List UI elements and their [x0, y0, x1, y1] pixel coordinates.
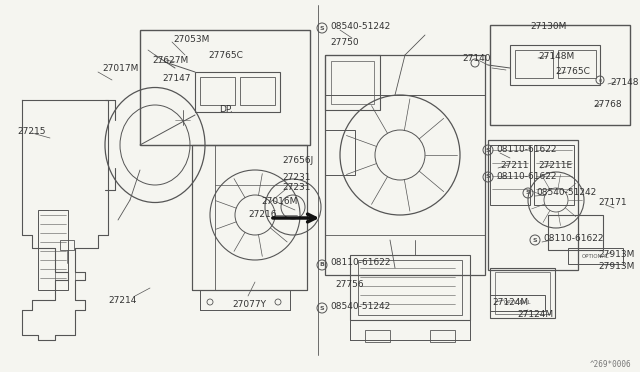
Text: 27913M: 27913M: [598, 262, 634, 271]
Bar: [60, 240, 74, 250]
Text: 27077Y: 27077Y: [232, 300, 266, 309]
Bar: [140, 30, 310, 145]
Text: 08110-61622: 08110-61622: [330, 258, 390, 267]
Text: 27231: 27231: [282, 173, 310, 182]
Text: 27140: 27140: [462, 54, 490, 63]
Text: S: S: [320, 26, 324, 31]
Text: 27053M: 27053M: [173, 35, 209, 44]
Text: 27148: 27148: [610, 78, 639, 87]
Text: 27017M: 27017M: [102, 64, 138, 73]
Text: S: S: [486, 174, 490, 180]
Bar: [240, 77, 275, 105]
Text: B: B: [319, 263, 324, 267]
Text: 08540-51242: 08540-51242: [330, 302, 390, 311]
Text: S: S: [320, 305, 324, 311]
Bar: [192, 145, 307, 290]
Bar: [558, 50, 596, 78]
Text: 27768: 27768: [593, 100, 621, 109]
Text: 27756: 27756: [335, 280, 364, 289]
Text: 27765C: 27765C: [208, 51, 243, 60]
Text: S: S: [486, 148, 490, 153]
Text: 27016M: 27016M: [261, 197, 298, 206]
Bar: [490, 25, 630, 125]
Bar: [325, 55, 380, 110]
Text: 27913M: 27913M: [598, 250, 634, 259]
Text: ^269*0006: ^269*0006: [590, 360, 632, 369]
Text: 08110-61622: 08110-61622: [496, 145, 557, 154]
Text: 08540-51242: 08540-51242: [330, 22, 390, 31]
Text: 27130M: 27130M: [530, 22, 566, 31]
Text: 27231: 27231: [282, 183, 310, 192]
Text: 27627M: 27627M: [152, 56, 188, 65]
Bar: [495, 272, 550, 314]
Bar: [200, 77, 235, 105]
Text: 08110-61622: 08110-61622: [496, 172, 557, 181]
Text: OPTIONAL: OPTIONAL: [581, 253, 609, 259]
Text: 27171: 27171: [598, 198, 627, 207]
Text: 27765C: 27765C: [555, 67, 590, 76]
Text: 27750: 27750: [330, 38, 358, 47]
Bar: [515, 50, 553, 78]
Text: 27211: 27211: [500, 161, 529, 170]
Text: 27124M: 27124M: [517, 310, 553, 319]
Bar: [350, 255, 470, 320]
Bar: [195, 72, 280, 112]
Bar: [325, 55, 485, 275]
Bar: [534, 145, 574, 205]
Text: 08540-51242: 08540-51242: [536, 188, 596, 197]
Text: 27147: 27147: [162, 74, 191, 83]
Bar: [568, 248, 623, 264]
Text: 27148M: 27148M: [538, 52, 574, 61]
Text: S: S: [532, 237, 538, 243]
Text: DP.: DP.: [219, 105, 233, 114]
Bar: [490, 295, 545, 311]
Text: 27124M: 27124M: [492, 298, 528, 307]
Text: o: o: [598, 77, 602, 83]
Text: S: S: [525, 190, 531, 196]
Bar: [365, 330, 390, 342]
Text: 27656J: 27656J: [282, 156, 313, 165]
Bar: [358, 260, 462, 315]
Bar: [38, 210, 68, 290]
Text: 27214: 27214: [108, 296, 136, 305]
Bar: [331, 61, 374, 104]
Bar: [490, 145, 530, 205]
Bar: [510, 45, 600, 85]
Text: 27211E: 27211E: [538, 161, 572, 170]
Text: OPTIONAL: OPTIONAL: [503, 301, 531, 305]
Bar: [430, 330, 455, 342]
Text: 27215: 27215: [17, 127, 45, 136]
Bar: [490, 268, 555, 318]
Bar: [488, 140, 578, 270]
Bar: [325, 130, 355, 175]
Text: 08110-61622: 08110-61622: [543, 234, 604, 243]
Bar: [548, 215, 603, 250]
Text: 27216: 27216: [248, 210, 276, 219]
